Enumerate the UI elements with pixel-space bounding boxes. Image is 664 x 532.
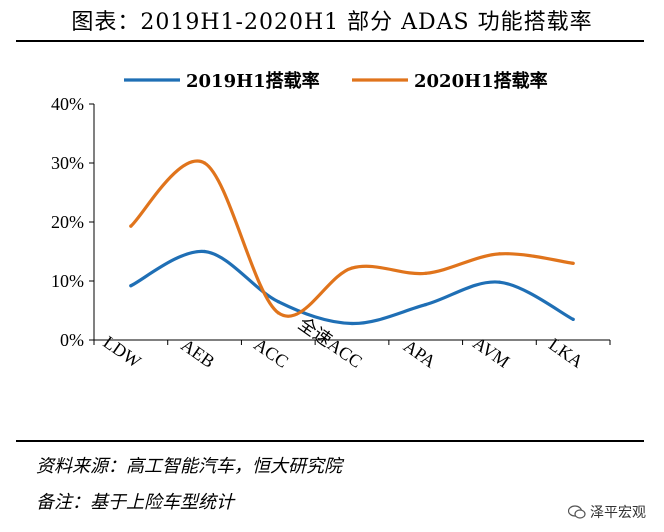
data-point — [202, 249, 207, 254]
data-point — [497, 280, 502, 284]
x-tick-label: AVM — [469, 333, 513, 372]
watermark-text: 泽平宏观 — [590, 505, 646, 521]
data-point — [129, 284, 133, 288]
y-tick-label: 20% — [51, 212, 84, 232]
data-point — [276, 311, 280, 315]
data-point — [571, 317, 575, 321]
data-point — [571, 261, 575, 265]
data-point — [129, 224, 133, 228]
data-point — [276, 300, 280, 304]
series-lines — [129, 159, 575, 326]
series-line-1 — [129, 159, 575, 318]
chart: 2019H1搭载率 2020H1搭载率 0%10%20%30%40%LDW AEB A… — [51, 70, 611, 372]
data-point — [350, 266, 354, 270]
data-point — [350, 321, 354, 326]
data-point — [424, 303, 428, 307]
wechat-icon — [568, 505, 586, 519]
legend-label: 2019H1搭载率 — [186, 70, 320, 92]
title-rule — [16, 40, 644, 42]
y-tick-label: 40% — [51, 94, 84, 114]
note-text: 备注：基于上险车型统计 — [36, 492, 234, 513]
legend: 2019H1搭载率 2020H1搭载率 — [124, 70, 548, 92]
y-tick-label: 10% — [51, 271, 84, 291]
watermark: 泽平宏观 — [568, 502, 646, 522]
legend-label: 2020H1搭载率 — [414, 70, 548, 92]
data-point — [424, 271, 428, 275]
y-tick-label: 0% — [60, 330, 84, 350]
data-point — [202, 161, 207, 165]
series-line-0 — [129, 249, 575, 326]
data-point — [497, 252, 502, 256]
axes: 0%10%20%30%40%LDW AEB ACC 全速ACC APA AVM LKA — [51, 94, 611, 372]
y-tick-label: 30% — [51, 153, 84, 173]
x-tick-label: APA — [400, 336, 440, 372]
page-title: 图表：2019H1-2020H1 部分 ADAS 功能搭载率 — [71, 10, 593, 35]
source-rule — [16, 440, 644, 442]
source-text: 资料来源：高工智能汽车，恒大研究院 — [36, 456, 342, 477]
x-tick-label: LDW — [100, 332, 145, 372]
